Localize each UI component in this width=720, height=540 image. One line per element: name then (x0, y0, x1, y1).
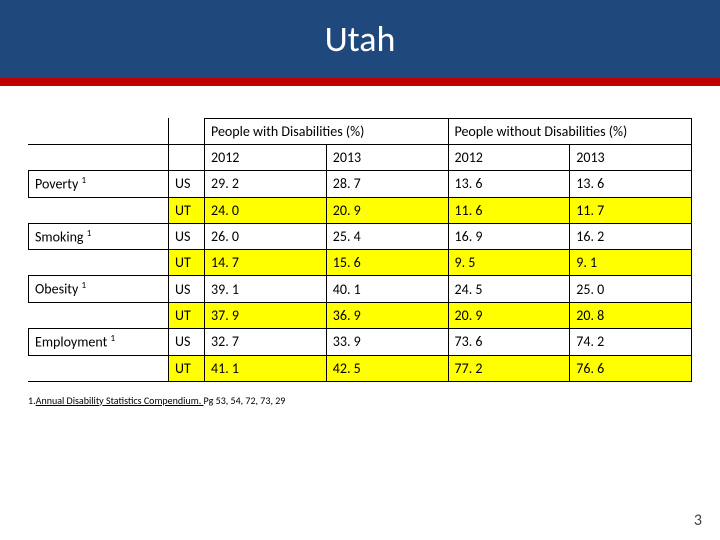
table-row: UT14. 715. 69. 59. 1 (29, 250, 692, 276)
blank-cell (29, 119, 169, 145)
value-cell: 24. 0 (205, 197, 327, 223)
value-cell: 25. 0 (570, 276, 692, 303)
year-header: 2012 (205, 145, 327, 171)
page-number: 3 (694, 511, 702, 530)
geo-cell: US (169, 328, 205, 355)
geo-cell: US (169, 276, 205, 303)
geo-cell: UT (169, 250, 205, 276)
value-cell: 76. 6 (570, 355, 692, 381)
blank-cell (169, 145, 205, 171)
stats-table: People with Disabilities (%) People with… (28, 118, 692, 382)
value-cell: 11. 7 (570, 197, 692, 223)
geo-cell: UT (169, 197, 205, 223)
value-cell: 20. 9 (326, 197, 448, 223)
value-cell: 25. 4 (326, 223, 448, 250)
row-label: Poverty 1 (29, 171, 169, 198)
row-label (29, 250, 169, 276)
footnote: 1.Annual Disability Statistics Compendiu… (0, 390, 720, 407)
year-header: 2012 (448, 145, 570, 171)
value-cell: 33. 9 (326, 328, 448, 355)
title-bar: Utah (0, 0, 720, 78)
value-cell: 36. 9 (326, 302, 448, 328)
value-cell: 26. 0 (205, 223, 327, 250)
value-cell: 20. 8 (570, 302, 692, 328)
blank-cell (29, 145, 169, 171)
value-cell: 13. 6 (448, 171, 570, 198)
value-cell: 32. 7 (205, 328, 327, 355)
table-row: Poverty 1US29. 228. 713. 613. 6 (29, 171, 692, 198)
value-cell: 29. 2 (205, 171, 327, 198)
value-cell: 73. 6 (448, 328, 570, 355)
value-cell: 15. 6 (326, 250, 448, 276)
value-cell: 20. 9 (448, 302, 570, 328)
header-row-years: 2012 2013 2012 2013 (29, 145, 692, 171)
value-cell: 41. 1 (205, 355, 327, 381)
table-row: UT37. 936. 920. 920. 8 (29, 302, 692, 328)
header-row-groups: People with Disabilities (%) People with… (29, 119, 692, 145)
geo-cell: UT (169, 355, 205, 381)
page-title: Utah (325, 17, 396, 61)
value-cell: 14. 7 (205, 250, 327, 276)
value-cell: 74. 2 (570, 328, 692, 355)
value-cell: 9. 5 (448, 250, 570, 276)
row-label (29, 302, 169, 328)
value-cell: 39. 1 (205, 276, 327, 303)
row-label (29, 355, 169, 381)
value-cell: 77. 2 (448, 355, 570, 381)
geo-cell: US (169, 223, 205, 250)
value-cell: 42. 5 (326, 355, 448, 381)
footnote-num: 1. (28, 394, 36, 407)
table-row: Obesity 1US39. 140. 124. 525. 0 (29, 276, 692, 303)
row-label: Smoking 1 (29, 223, 169, 250)
table-row: UT24. 020. 911. 611. 7 (29, 197, 692, 223)
value-cell: 16. 9 (448, 223, 570, 250)
accent-stripe (0, 78, 720, 86)
value-cell: 40. 1 (326, 276, 448, 303)
value-cell: 13. 6 (570, 171, 692, 198)
footnote-link: Annual Disability Statistics Compendium. (36, 394, 204, 407)
value-cell: 16. 2 (570, 223, 692, 250)
row-label: Employment 1 (29, 328, 169, 355)
row-label: Obesity 1 (29, 276, 169, 303)
table-row: Employment 1US32. 733. 973. 674. 2 (29, 328, 692, 355)
col-group-with: People with Disabilities (%) (205, 119, 449, 145)
value-cell: 11. 6 (448, 197, 570, 223)
geo-cell: UT (169, 302, 205, 328)
row-label (29, 197, 169, 223)
value-cell: 24. 5 (448, 276, 570, 303)
table-row: UT41. 142. 577. 276. 6 (29, 355, 692, 381)
value-cell: 28. 7 (326, 171, 448, 198)
col-group-without: People without Disabilities (%) (448, 119, 692, 145)
value-cell: 9. 1 (570, 250, 692, 276)
value-cell: 37. 9 (205, 302, 327, 328)
year-header: 2013 (570, 145, 692, 171)
table-row: Smoking 1US26. 025. 416. 916. 2 (29, 223, 692, 250)
year-header: 2013 (326, 145, 448, 171)
footnote-rest: Pg 53, 54, 72, 73, 29 (204, 394, 286, 407)
geo-cell: US (169, 171, 205, 198)
blank-cell (169, 119, 205, 145)
table-container: People with Disabilities (%) People with… (0, 86, 720, 390)
